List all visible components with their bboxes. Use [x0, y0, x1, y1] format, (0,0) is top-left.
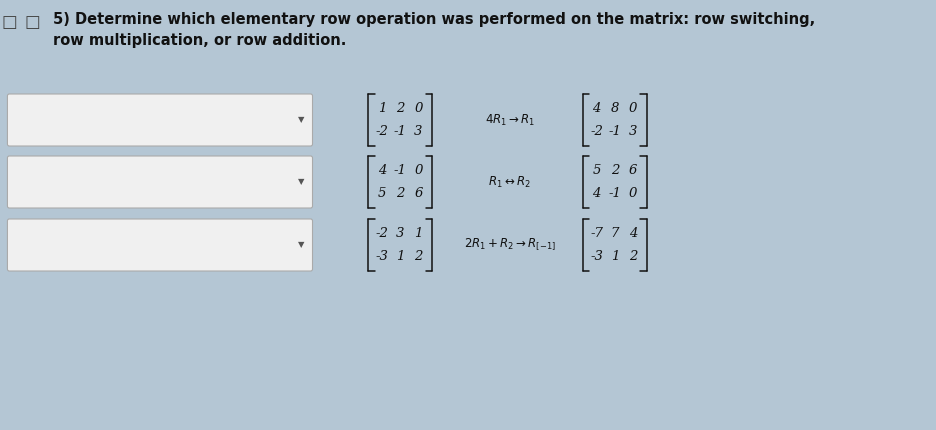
Text: 1: 1 [414, 227, 422, 240]
Text: -1: -1 [607, 125, 621, 138]
Text: 0: 0 [414, 164, 422, 177]
Text: 3: 3 [628, 125, 636, 138]
Text: 1: 1 [377, 102, 386, 115]
Text: -1: -1 [393, 164, 406, 177]
Text: □: □ [1, 13, 17, 31]
Text: 1: 1 [396, 250, 404, 263]
Text: 2: 2 [610, 164, 619, 177]
Text: -2: -2 [590, 125, 603, 138]
Text: -1: -1 [607, 187, 621, 200]
Text: 6: 6 [414, 187, 422, 200]
Text: -2: -2 [375, 227, 388, 240]
Text: ▼: ▼ [298, 116, 304, 125]
Text: -7: -7 [590, 227, 603, 240]
Text: 0: 0 [414, 102, 422, 115]
FancyBboxPatch shape [7, 94, 313, 146]
Text: -1: -1 [393, 125, 406, 138]
Text: 5: 5 [592, 164, 600, 177]
Text: $2R_1 + R_2 \rightarrow R_{[-1]}$: $2R_1 + R_2 \rightarrow R_{[-1]}$ [463, 237, 555, 253]
Text: 2: 2 [628, 250, 636, 263]
Text: -3: -3 [590, 250, 603, 263]
Text: ▼: ▼ [298, 178, 304, 187]
Text: 4: 4 [628, 227, 636, 240]
Text: 4: 4 [592, 102, 600, 115]
Text: 2: 2 [396, 102, 404, 115]
Text: 8: 8 [610, 102, 619, 115]
Text: 4: 4 [592, 187, 600, 200]
Text: 0: 0 [628, 187, 636, 200]
Text: 2: 2 [396, 187, 404, 200]
Text: ▼: ▼ [298, 240, 304, 249]
FancyBboxPatch shape [7, 156, 313, 208]
Text: 7: 7 [610, 227, 619, 240]
Text: -3: -3 [375, 250, 388, 263]
Text: 2: 2 [414, 250, 422, 263]
Text: □: □ [24, 13, 40, 31]
Text: $4R_1 \rightarrow R_1$: $4R_1 \rightarrow R_1$ [484, 113, 534, 128]
Text: 0: 0 [628, 102, 636, 115]
FancyBboxPatch shape [7, 219, 313, 271]
Text: 6: 6 [628, 164, 636, 177]
Text: 5) Determine which elementary row operation was performed on the matrix: row swi: 5) Determine which elementary row operat… [53, 12, 814, 48]
Text: 5: 5 [377, 187, 386, 200]
Text: 3: 3 [414, 125, 422, 138]
Text: $R_1 \leftrightarrow R_2$: $R_1 \leftrightarrow R_2$ [488, 175, 531, 190]
Text: 4: 4 [377, 164, 386, 177]
Text: 1: 1 [610, 250, 619, 263]
Text: 3: 3 [396, 227, 404, 240]
Text: -2: -2 [375, 125, 388, 138]
